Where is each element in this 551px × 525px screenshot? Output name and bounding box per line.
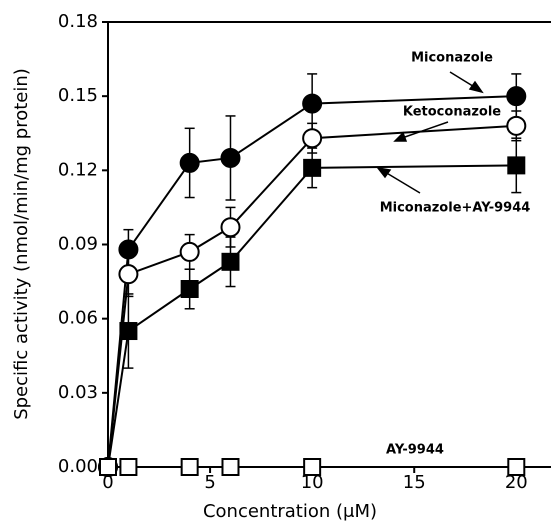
marker: [118, 264, 139, 285]
y-tick-label: 0.15: [58, 85, 98, 106]
y-tick-label: 0.00: [58, 456, 98, 477]
marker: [221, 252, 240, 271]
series-label: Miconazole: [411, 51, 493, 66]
marker: [99, 458, 117, 476]
x-tick-label: 0: [102, 472, 113, 493]
series-line: [107, 164, 517, 468]
marker: [180, 458, 199, 476]
series-line: [107, 95, 517, 468]
x-tick-label: 5: [204, 472, 215, 493]
marker: [179, 241, 200, 262]
y-tick-label: 0.18: [58, 11, 98, 32]
marker: [303, 158, 322, 177]
series-label: AY-9944: [386, 443, 444, 458]
marker: [303, 458, 322, 476]
marker: [302, 128, 323, 149]
series-label: Miconazole+AY-9944: [380, 201, 531, 216]
y-axis-label: Specific activity (nmol/min/mg protein): [11, 68, 32, 420]
series-label: Ketoconazole: [403, 105, 501, 120]
y-tick-label: 0.03: [58, 382, 98, 403]
marker: [180, 280, 199, 298]
marker: [220, 147, 241, 168]
x-tick-label: 20: [505, 472, 528, 493]
marker: [506, 86, 527, 107]
annotation-arrows: [376, 71, 484, 194]
marker: [507, 156, 526, 175]
series-line: [107, 124, 517, 468]
x-tick-label: 10: [301, 472, 324, 493]
marker: [119, 458, 138, 476]
y-tick-label: 0.09: [58, 234, 98, 255]
marker: [302, 93, 323, 114]
marker: [507, 458, 526, 476]
marker: [119, 322, 138, 341]
y-tick-label: 0.06: [58, 308, 98, 329]
marker: [221, 458, 240, 476]
marker: [506, 115, 527, 136]
marker: [220, 217, 241, 238]
x-axis-label: Concentration (μM): [203, 501, 377, 522]
y-tick-label: 0.12: [58, 159, 98, 180]
marker: [179, 152, 200, 173]
x-tick-label: 15: [403, 472, 426, 493]
